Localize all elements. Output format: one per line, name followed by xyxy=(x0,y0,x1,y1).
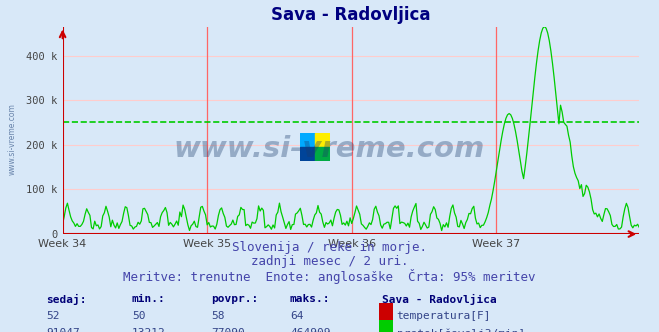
Text: 13212: 13212 xyxy=(132,328,165,332)
Text: www.si-vreme.com: www.si-vreme.com xyxy=(174,135,485,163)
Text: zadnji mesec / 2 uri.: zadnji mesec / 2 uri. xyxy=(251,255,408,268)
Text: 52: 52 xyxy=(46,311,59,321)
Text: maks.:: maks.: xyxy=(290,294,330,304)
Bar xyxy=(300,133,315,147)
Text: www.si-vreme.com: www.si-vreme.com xyxy=(8,104,17,175)
Text: 64: 64 xyxy=(290,311,303,321)
Bar xyxy=(315,133,330,147)
Text: 91047: 91047 xyxy=(46,328,80,332)
Text: 77090: 77090 xyxy=(211,328,244,332)
Bar xyxy=(315,147,330,161)
Text: temperatura[F]: temperatura[F] xyxy=(397,311,491,321)
Text: povpr.:: povpr.: xyxy=(211,294,258,304)
Text: Sava - Radovljica: Sava - Radovljica xyxy=(382,294,497,305)
Text: min.:: min.: xyxy=(132,294,165,304)
Text: Meritve: trenutne  Enote: anglosaške  Črta: 95% meritev: Meritve: trenutne Enote: anglosaške Črta… xyxy=(123,269,536,284)
Bar xyxy=(300,147,315,161)
Text: Slovenija / reke in morje.: Slovenija / reke in morje. xyxy=(232,241,427,254)
Title: Sava - Radovljica: Sava - Radovljica xyxy=(271,6,431,24)
Text: sedaj:: sedaj: xyxy=(46,294,86,305)
Text: 58: 58 xyxy=(211,311,224,321)
Text: pretok[čevelj3/min]: pretok[čevelj3/min] xyxy=(397,328,525,332)
Text: 464909: 464909 xyxy=(290,328,330,332)
Text: 50: 50 xyxy=(132,311,145,321)
